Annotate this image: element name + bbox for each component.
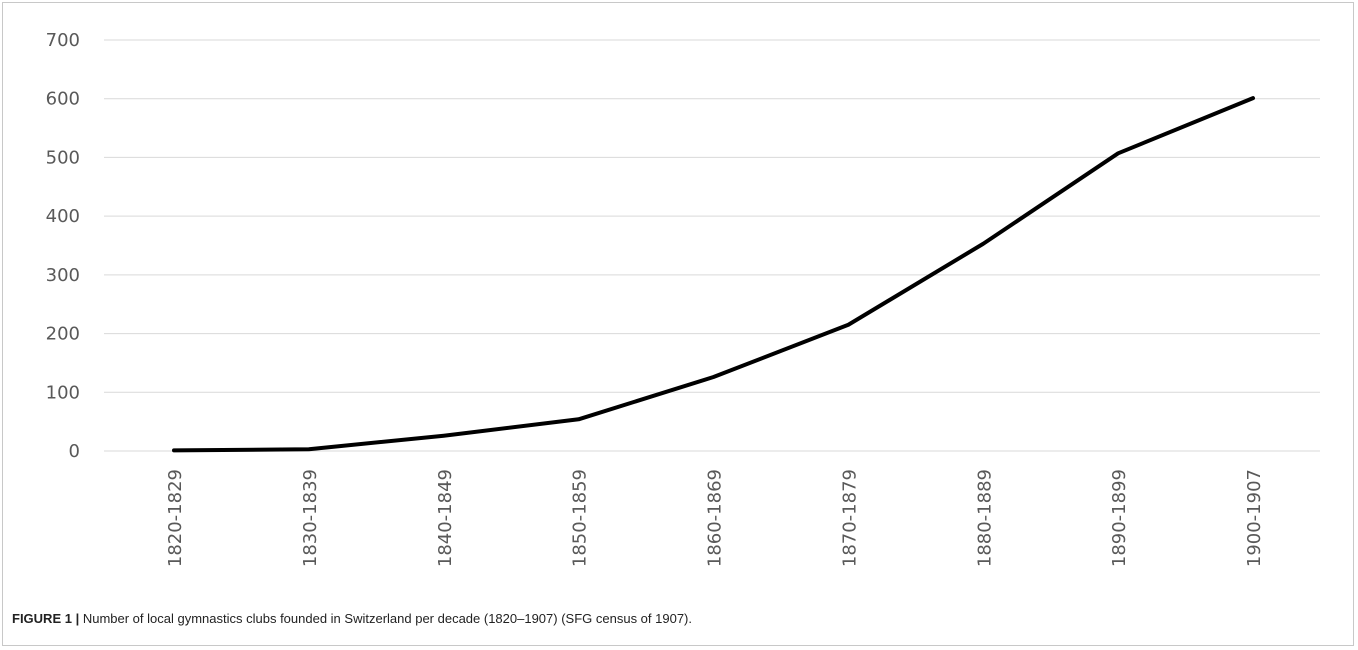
x-tick-label: 1820-1829 [165,469,186,567]
line-chart: 0 100 200 300 400 500 600 700 1820-1829 1830-183… [46,30,1320,567]
y-tick-label: 600 [46,89,80,110]
figure-caption-text: Number of local gymnastics clubs founded… [82,611,692,626]
x-tick-label: 1830-1839 [300,469,321,567]
gridlines [104,39,1320,452]
y-tick-label: 200 [46,324,80,345]
x-tick-label: 1870-1879 [839,469,860,567]
x-tick-label: 1900-1907 [1244,469,1265,567]
figure-caption: FIGURE 1 | Number of local gymnastics cl… [12,611,692,626]
x-axis-ticks: 1820-1829 1830-1839 1840-1849 1850-1859 1860… [165,469,1265,567]
y-tick-label: 700 [46,30,80,51]
figure-label: FIGURE 1 | [12,611,80,626]
x-tick-label: 1850-1859 [570,469,591,567]
y-tick-label: 100 [46,382,80,403]
y-axis-ticks: 0 100 200 300 400 500 600 700 [46,30,80,462]
x-tick-label: 1880-1889 [974,469,995,567]
y-tick-label: 400 [46,206,80,227]
series-line [172,96,1255,453]
y-tick-label: 500 [46,147,80,168]
series-clubs-founded [172,96,1255,453]
y-tick-label: 300 [46,265,80,286]
x-tick-label: 1840-1849 [435,469,456,567]
x-tick-label: 1860-1869 [705,469,726,567]
x-tick-label: 1890-1899 [1109,469,1130,567]
y-tick-label: 0 [69,441,80,462]
